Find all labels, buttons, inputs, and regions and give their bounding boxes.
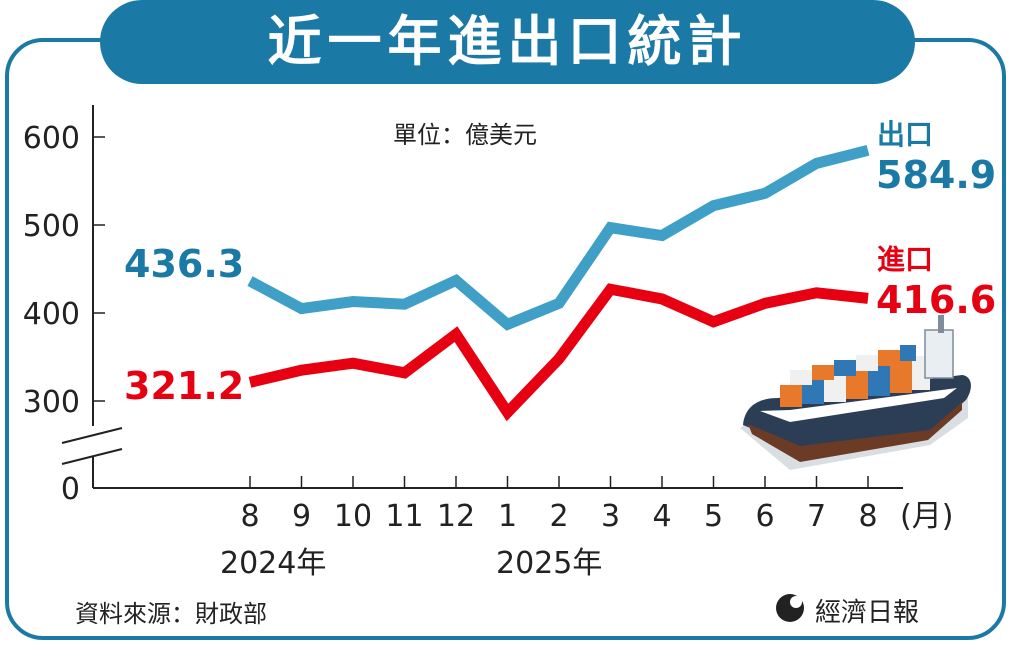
- chart-frame: [5, 38, 1006, 640]
- series-group: [247, 144, 870, 422]
- y-tick-label: 400: [23, 297, 80, 332]
- end-label-export: 584.9: [876, 153, 996, 197]
- x-tick-label: 4: [652, 499, 671, 534]
- publisher-name: 經濟日報: [815, 598, 919, 628]
- x-tick-label: 11: [385, 499, 423, 534]
- ship-bridge: [924, 329, 954, 379]
- year-label-2024: 2024年: [220, 546, 326, 581]
- axis-break: [61, 427, 123, 465]
- y-tick-label: 600: [23, 121, 80, 156]
- x-tick-label: 5: [704, 499, 723, 534]
- x-tick-label: 6: [755, 499, 774, 534]
- start-label-export: 436.3: [124, 242, 244, 286]
- y-tick-label: 300: [23, 385, 80, 420]
- axis-break-mark: [61, 427, 123, 444]
- y-tick-label: 500: [23, 209, 80, 244]
- unit-label: 單位：億美元: [393, 121, 537, 149]
- year-label-2025: 2025年: [496, 546, 602, 581]
- series-name-import: 進口: [877, 243, 933, 276]
- x-tick-label: 7: [807, 499, 826, 534]
- x-tick-label: 8: [240, 499, 259, 534]
- x-tick-label: 10: [334, 499, 372, 534]
- x-ticks: 8 9 10 11 12 1 2 3 4 5 6 7 8: [240, 476, 878, 534]
- axis-break-mark: [61, 448, 123, 465]
- x-unit-label: (月): [900, 499, 953, 534]
- title-banner: [100, 0, 915, 84]
- series-name-export: 出口: [877, 118, 933, 151]
- x-tick-label: 9: [292, 499, 311, 534]
- y-tick-label: 0: [61, 472, 80, 507]
- x-tick-label: 3: [601, 499, 620, 534]
- publisher-logo: 經濟日報: [776, 594, 919, 628]
- container-ship-icon: [740, 315, 971, 470]
- source-label: 資料來源：財政部: [75, 600, 267, 628]
- x-tick-label: 2: [549, 499, 568, 534]
- start-label-import: 321.2: [124, 364, 244, 408]
- y-ticks: 600 500 400 300 0: [23, 121, 105, 507]
- end-label-import: 416.6: [876, 278, 996, 322]
- x-tick-label: 12: [437, 499, 475, 534]
- x-tick-label: 8: [858, 499, 877, 534]
- chart-title: 近一年進出口統計: [267, 10, 748, 73]
- axes: [61, 105, 903, 489]
- x-tick-label: 1: [498, 499, 517, 534]
